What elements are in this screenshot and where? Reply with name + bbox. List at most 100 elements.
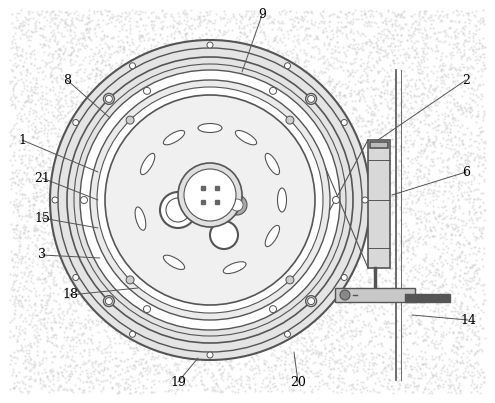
Point (247, 274, 254, 280)
Point (234, 261, 242, 268)
Point (25, 8, 33, 15)
Point (13, 288, 21, 295)
Point (64, 362, 72, 369)
Point (79, 12, 87, 18)
Point (139, 257, 147, 263)
Point (183, 37, 191, 43)
Point (283, 372, 291, 379)
Point (443, 163, 451, 169)
Point (60, 279, 68, 286)
Point (64, 110, 72, 116)
Circle shape (341, 274, 347, 280)
Point (96, 91, 103, 98)
Point (378, 353, 386, 359)
Point (31, 128, 39, 135)
Point (370, 19, 378, 25)
Point (99, 35, 107, 42)
Point (318, 102, 326, 108)
Point (175, 150, 183, 156)
Point (242, 265, 250, 272)
Point (92, 182, 100, 188)
Point (421, 164, 429, 170)
Point (58, 115, 66, 121)
Point (461, 171, 469, 178)
Point (53, 374, 61, 380)
Point (345, 355, 353, 362)
Point (404, 169, 412, 176)
Point (232, 222, 240, 229)
Point (72, 247, 80, 254)
Point (361, 11, 369, 17)
Point (459, 218, 467, 224)
Point (87, 69, 95, 76)
Point (79, 186, 87, 193)
Point (375, 351, 383, 358)
Point (180, 48, 188, 55)
Point (337, 240, 345, 247)
Point (86, 304, 94, 311)
Point (313, 183, 321, 190)
Point (297, 328, 305, 334)
Point (436, 57, 444, 63)
Point (328, 123, 336, 130)
Text: 1: 1 (18, 133, 26, 147)
Point (23, 250, 31, 256)
Point (453, 366, 461, 372)
Point (242, 159, 249, 165)
Point (55, 364, 63, 370)
Point (90, 10, 98, 16)
Point (447, 64, 455, 71)
Point (455, 389, 463, 396)
Point (105, 220, 113, 226)
Point (341, 199, 349, 206)
Point (398, 104, 406, 110)
Point (399, 209, 407, 215)
Point (63, 334, 71, 340)
Point (222, 310, 230, 316)
Point (396, 206, 404, 212)
Point (444, 71, 451, 77)
Point (337, 19, 345, 25)
Point (242, 211, 249, 217)
Point (473, 266, 481, 273)
Point (285, 262, 293, 268)
Point (64, 205, 72, 212)
Point (223, 181, 231, 187)
Point (248, 115, 256, 122)
Point (91, 220, 99, 226)
Point (302, 56, 310, 63)
Point (297, 267, 305, 273)
Point (95, 312, 102, 318)
Point (328, 203, 336, 209)
Point (452, 222, 460, 228)
Point (429, 233, 437, 239)
Point (21, 14, 29, 20)
Point (215, 339, 223, 345)
Point (296, 303, 304, 310)
Point (110, 194, 118, 201)
Point (134, 179, 142, 185)
Point (40, 315, 48, 322)
Point (263, 147, 271, 154)
Point (248, 354, 256, 361)
Point (80, 233, 88, 239)
Point (307, 127, 315, 133)
Point (15, 234, 23, 241)
Point (201, 110, 209, 116)
Point (173, 19, 181, 26)
Point (238, 76, 246, 82)
Point (355, 254, 363, 261)
Point (415, 374, 423, 381)
Point (255, 116, 263, 123)
Point (317, 12, 325, 19)
Point (290, 210, 297, 216)
Point (231, 124, 239, 131)
Point (412, 383, 420, 389)
Point (132, 23, 140, 29)
Point (29, 181, 37, 187)
Point (172, 112, 180, 118)
Point (82, 240, 90, 247)
Point (352, 233, 360, 239)
Circle shape (305, 296, 317, 307)
Point (152, 89, 160, 96)
